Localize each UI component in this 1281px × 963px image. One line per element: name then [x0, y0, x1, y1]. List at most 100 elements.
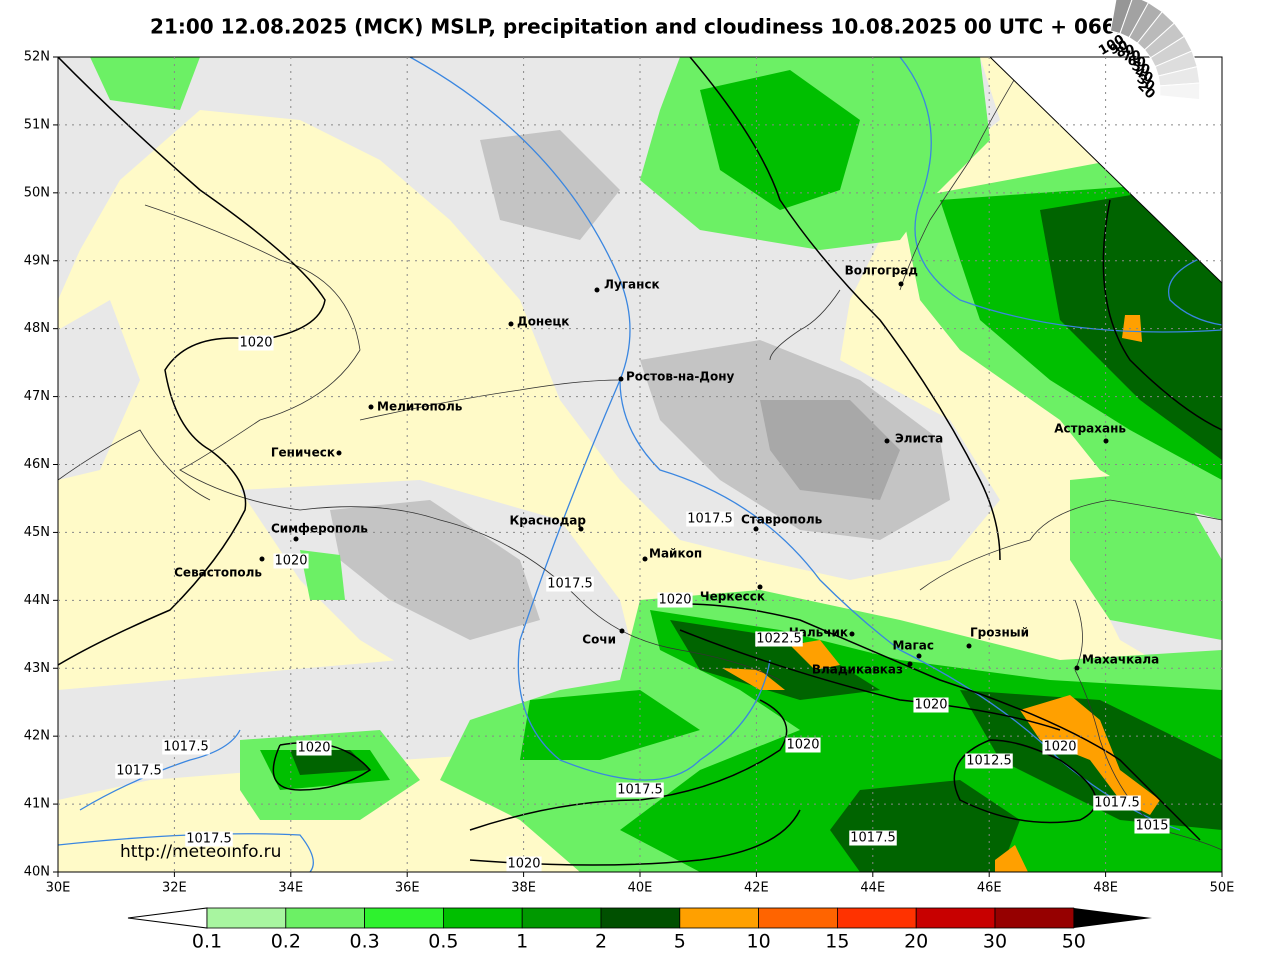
- lat-label: 50N: [24, 185, 50, 200]
- city-label: Владикавказ: [812, 663, 903, 677]
- isobar-label: 1017.5: [163, 740, 209, 755]
- cloud-swatch: [1109, 0, 1133, 35]
- source-url: http://meteoinfo.ru: [120, 842, 281, 862]
- lat-label: 41N: [24, 797, 50, 812]
- city-label: Симферополь: [271, 522, 368, 536]
- city-dot: [642, 556, 648, 562]
- city-label: Ростов-на-Дону: [626, 370, 735, 384]
- city-dot: [578, 526, 584, 532]
- city-dot: [618, 376, 624, 382]
- isobar-label: 1020: [239, 336, 272, 351]
- isobars: [58, 57, 1222, 866]
- cloud-label: 80: [1115, 43, 1136, 61]
- isobar-label-bg: [185, 831, 233, 847]
- city-dot: [966, 643, 972, 649]
- city-label: Краснодар: [509, 514, 586, 528]
- lon-label: 46E: [977, 881, 1002, 896]
- lat-label: 43N: [24, 661, 50, 676]
- isobar-label: 1017.5: [850, 831, 896, 846]
- cloud-swatch: [1159, 82, 1201, 101]
- isobar-label-bg: [506, 856, 542, 872]
- colorbar-label: 5: [674, 931, 686, 953]
- city-dot: [907, 661, 913, 667]
- colorbar-label: 20: [904, 931, 928, 953]
- colorbar-label: 10: [747, 931, 771, 953]
- city-dot: [259, 556, 265, 562]
- isobar-label-bg: [1042, 739, 1078, 755]
- isobar-label-bg: [546, 576, 594, 592]
- lon-label: 38E: [511, 881, 536, 896]
- colorbar-cell: [285, 907, 365, 929]
- isobar-label: 1017.5: [1094, 796, 1140, 811]
- map-area: [58, 57, 1222, 872]
- city-label: Нальчик: [789, 626, 848, 640]
- city-dot: [753, 526, 759, 532]
- isobar-label-bg: [1093, 795, 1141, 811]
- city-label: Донецк: [517, 315, 569, 329]
- isobar-label: 1017.5: [186, 832, 232, 847]
- isobar-label-bg: [273, 553, 309, 569]
- lon-label: 40E: [628, 881, 653, 896]
- colorbar-cell: [364, 907, 444, 929]
- city-label: Майкоп: [649, 547, 702, 561]
- lon-label: 44E: [860, 881, 885, 896]
- lat-label: 40N: [24, 865, 50, 880]
- isobar-label-bg: [238, 335, 274, 351]
- city-dot: [1074, 665, 1080, 671]
- colorbar-cell: [994, 907, 1075, 929]
- city-dot: [757, 584, 763, 590]
- colorbar-cell: [442, 907, 523, 929]
- city-label: Геническ: [271, 446, 335, 460]
- title: 21:00 12.08.2025 (МСК) MSLP, precipitati…: [150, 15, 1130, 39]
- city-dot: [293, 536, 299, 542]
- isobar-label: 1020: [1043, 740, 1076, 755]
- city-dot: [368, 404, 374, 410]
- city-dot: [898, 281, 904, 287]
- lon-label: 34E: [278, 881, 303, 896]
- city-dot: [916, 653, 922, 659]
- colorbar-label: 15: [825, 931, 849, 953]
- lon-label: 42E: [744, 881, 769, 896]
- colorbar-label: 30: [983, 931, 1007, 953]
- lat-label: 44N: [24, 593, 50, 608]
- city-label: Махачкала: [1082, 653, 1159, 667]
- city-label: Луганск: [604, 278, 660, 292]
- isobar-label-bg: [162, 739, 210, 755]
- isobar-label-bg: [686, 511, 734, 527]
- lat-label: 51N: [24, 117, 50, 132]
- isobar-label: 1020: [274, 554, 307, 569]
- city-label: Ставрополь: [741, 513, 823, 527]
- colorbar-label: 50: [1062, 931, 1086, 953]
- city-dot: [336, 450, 342, 456]
- city-label: Грозный: [970, 626, 1029, 640]
- colorbar-label: 0.5: [428, 931, 458, 953]
- city-dot: [594, 287, 600, 293]
- cloud-label: 50: [1130, 59, 1152, 79]
- lon-label: 36E: [395, 881, 420, 896]
- lat-label: 46N: [24, 457, 50, 472]
- city-label: Астрахань: [1054, 422, 1126, 436]
- lat-label: 52N: [24, 50, 50, 65]
- colorbar-label: 2: [595, 931, 607, 953]
- isobar-label-bg: [785, 737, 821, 753]
- isobar-label: 1017.5: [116, 764, 162, 779]
- isobar-label: 1020: [658, 593, 691, 608]
- city-label: Магас: [892, 639, 934, 653]
- isobar-label-bg: [913, 697, 949, 713]
- lon-label: 32E: [162, 881, 187, 896]
- city-label: Сочи: [582, 633, 616, 647]
- colorbar-label: 0.1: [192, 931, 222, 953]
- coastlines-rivers: [58, 57, 1222, 872]
- colorbar-cell: [600, 907, 681, 929]
- isobar-label-bg: [616, 782, 664, 798]
- colorbar-cell: [837, 907, 917, 929]
- isobar-label: 1022.5: [756, 632, 802, 647]
- lat-label: 42N: [24, 729, 50, 744]
- city-dot: [619, 628, 625, 634]
- isobar-label-bg: [755, 631, 803, 647]
- cloud-label: 60: [1127, 54, 1147, 71]
- isobar-label-bg: [965, 753, 1013, 769]
- cloud-label: 70: [1122, 49, 1141, 65]
- colorbar-cell: [679, 907, 759, 929]
